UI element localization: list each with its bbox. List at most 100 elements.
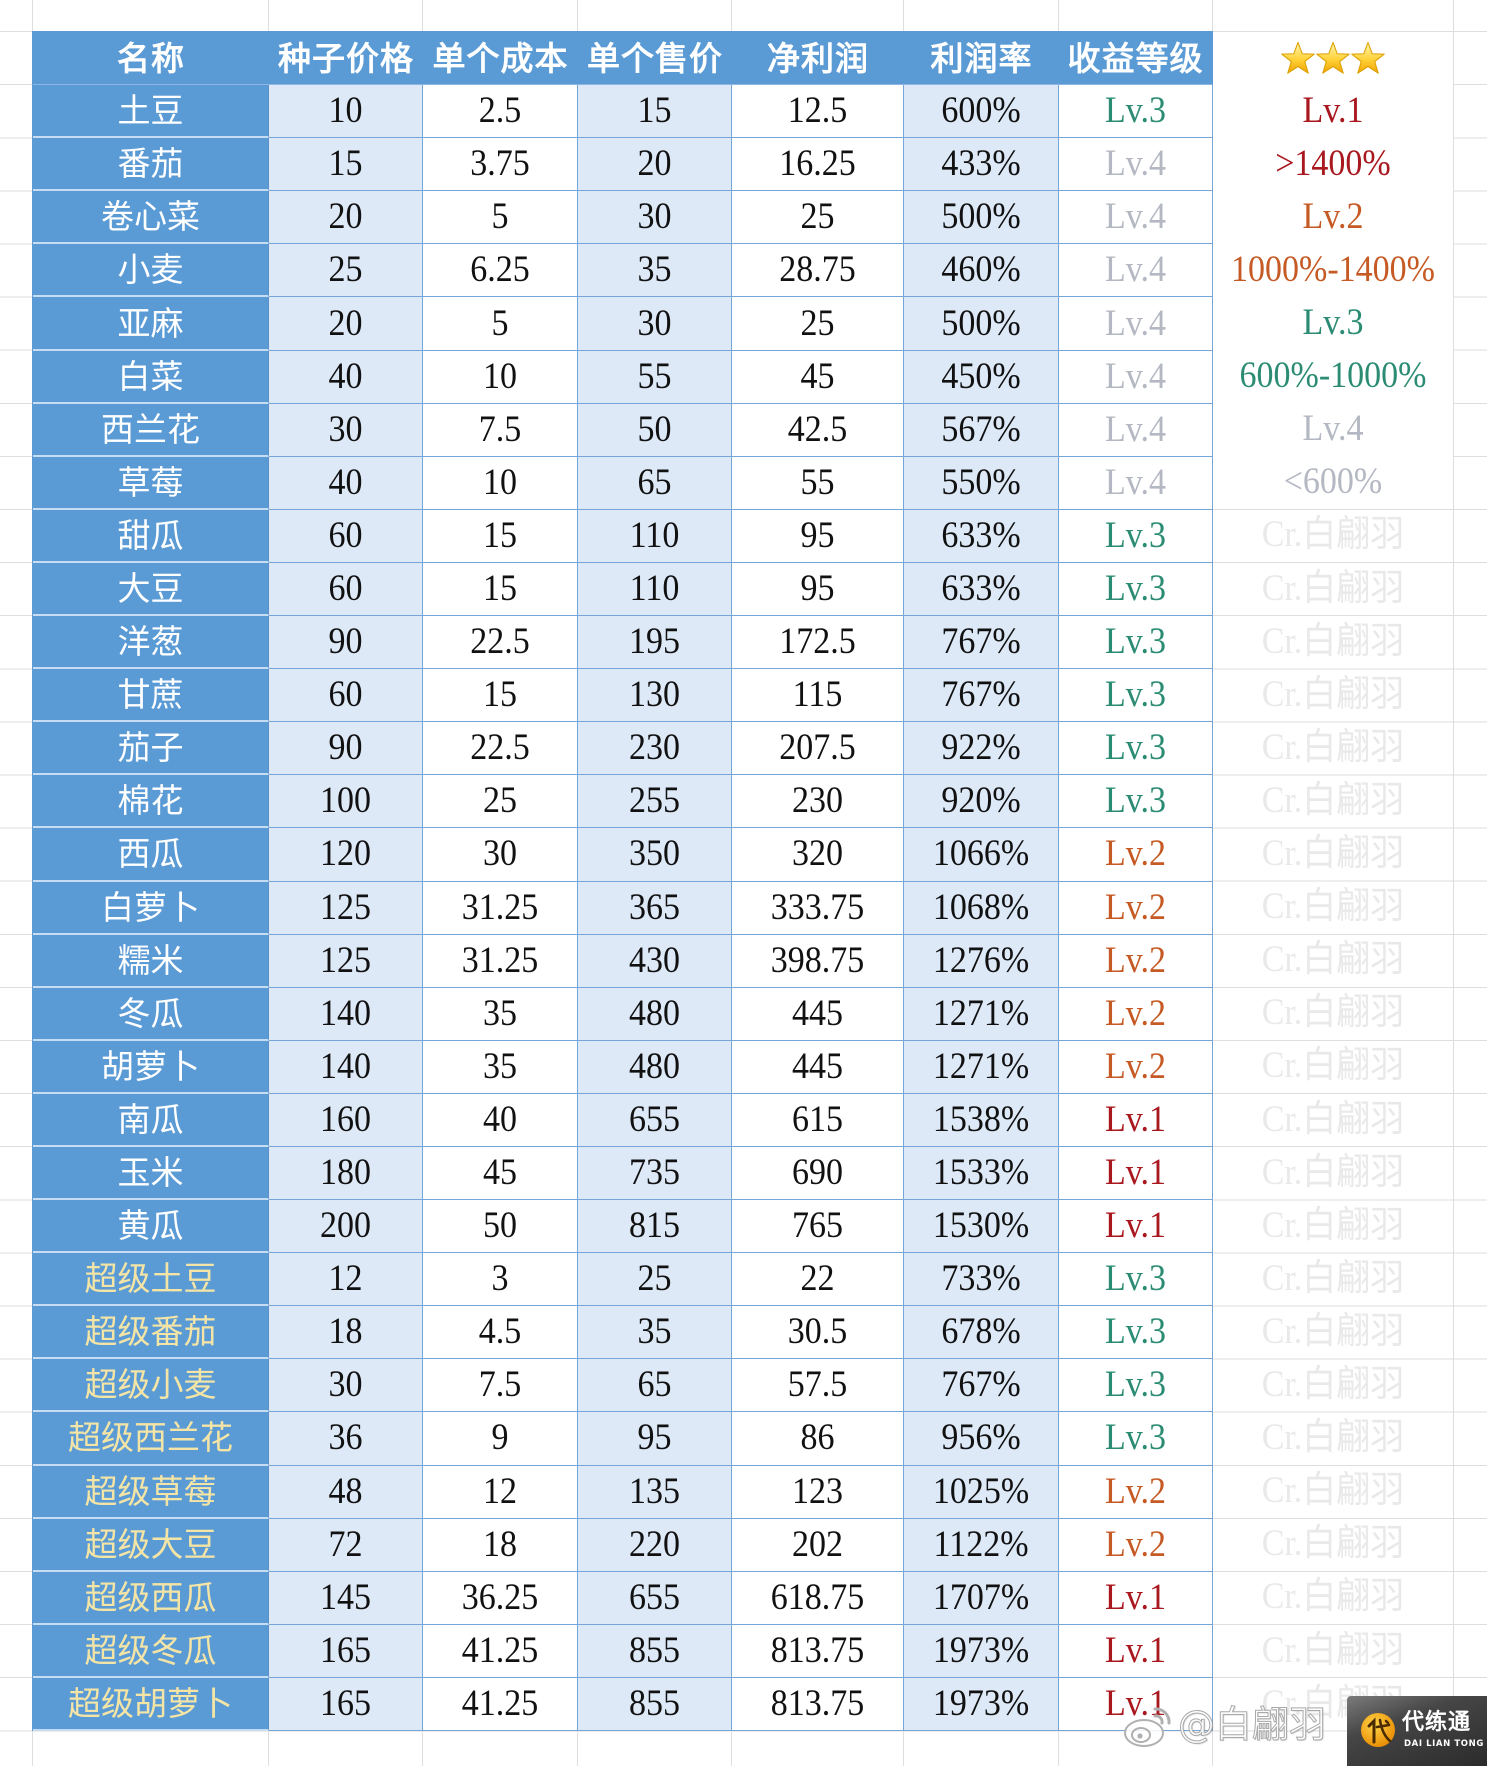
credit-watermark-cell[interactable]: Cr.白翩羽: [1213, 1093, 1453, 1146]
legend-item[interactable]: >1400%: [1213, 137, 1453, 190]
unit-price-cell[interactable]: 50: [578, 403, 732, 457]
level-cell[interactable]: Lv.4: [1059, 138, 1213, 192]
seed-price-cell[interactable]: 30: [269, 403, 423, 457]
profit-rate-cell[interactable]: 600%: [904, 85, 1059, 139]
unit-price-cell[interactable]: 55: [578, 350, 732, 404]
seed-price-cell[interactable]: 165: [269, 1677, 423, 1731]
unit-cost-cell[interactable]: 41.25: [423, 1624, 578, 1678]
seed-price-cell[interactable]: 20: [269, 191, 423, 245]
level-cell[interactable]: Lv.2: [1059, 987, 1213, 1041]
net-profit-cell[interactable]: 615: [732, 1093, 904, 1147]
name-cell[interactable]: 番茄: [33, 138, 269, 192]
unit-cost-cell[interactable]: 15: [423, 562, 578, 617]
level-cell[interactable]: Lv.3: [1059, 669, 1213, 723]
seed-price-cell[interactable]: 36: [269, 1412, 423, 1466]
header-profit-rate[interactable]: 利润率: [904, 32, 1059, 86]
level-cell[interactable]: Lv.1: [1059, 1571, 1213, 1625]
name-cell[interactable]: 白萝卜: [33, 881, 269, 935]
unit-price-cell[interactable]: 655: [578, 1093, 732, 1147]
legend-item[interactable]: 1000%-1400%: [1213, 243, 1453, 296]
unit-price-cell[interactable]: 30: [578, 191, 732, 245]
unit-cost-cell[interactable]: 18: [423, 1518, 578, 1572]
seed-price-cell[interactable]: 20: [269, 297, 423, 351]
unit-cost-cell[interactable]: 35: [423, 1040, 578, 1094]
name-cell[interactable]: 超级大豆: [33, 1518, 269, 1572]
credit-watermark-cell[interactable]: Cr.白翩羽: [1213, 1465, 1453, 1518]
legend-item[interactable]: Lv.4: [1213, 403, 1453, 456]
name-cell[interactable]: 冬瓜: [33, 987, 269, 1041]
unit-price-cell[interactable]: 195: [578, 616, 732, 670]
level-cell[interactable]: Lv.1: [1059, 1677, 1213, 1731]
net-profit-cell[interactable]: 813.75: [732, 1624, 904, 1678]
unit-price-cell[interactable]: 480: [578, 1040, 732, 1094]
unit-price-cell[interactable]: 25: [578, 1253, 732, 1307]
net-profit-cell[interactable]: 123: [732, 1465, 904, 1519]
seed-price-cell[interactable]: 145: [269, 1571, 423, 1625]
credit-watermark-cell[interactable]: Cr.白翩羽: [1213, 562, 1453, 615]
name-cell[interactable]: 胡萝卜: [33, 1040, 269, 1094]
unit-cost-cell[interactable]: 31.25: [423, 881, 578, 935]
profit-rate-cell[interactable]: 1066%: [904, 828, 1059, 882]
profit-rate-cell[interactable]: 1533%: [904, 1146, 1059, 1201]
net-profit-cell[interactable]: 86: [732, 1412, 904, 1466]
name-cell[interactable]: 棉花: [33, 775, 269, 829]
seed-price-cell[interactable]: 200: [269, 1200, 423, 1254]
legend-item[interactable]: Lv.1: [1213, 84, 1453, 137]
net-profit-cell[interactable]: 25: [732, 297, 904, 351]
seed-price-cell[interactable]: 30: [269, 1359, 423, 1413]
seed-price-cell[interactable]: 160: [269, 1093, 423, 1147]
net-profit-cell[interactable]: 95: [732, 562, 904, 617]
seed-price-cell[interactable]: 10: [269, 85, 423, 139]
seed-price-cell[interactable]: 165: [269, 1624, 423, 1678]
name-cell[interactable]: 卷心菜: [33, 191, 269, 245]
level-cell[interactable]: Lv.1: [1059, 1624, 1213, 1678]
unit-cost-cell[interactable]: 41.25: [423, 1677, 578, 1731]
credit-watermark-cell[interactable]: Cr.白翩羽: [1213, 615, 1453, 668]
profit-rate-cell[interactable]: 1068%: [904, 881, 1059, 935]
unit-price-cell[interactable]: 655: [578, 1571, 732, 1625]
unit-cost-cell[interactable]: 2.5: [423, 85, 578, 139]
level-cell[interactable]: Lv.3: [1059, 1253, 1213, 1307]
name-cell[interactable]: 超级西兰花: [33, 1412, 269, 1466]
seed-price-cell[interactable]: 25: [269, 244, 423, 298]
name-cell[interactable]: 超级胡萝卜: [33, 1677, 269, 1731]
profit-rate-cell[interactable]: 1538%: [904, 1093, 1059, 1147]
credit-watermark-cell[interactable]: Cr.白翩羽: [1213, 1146, 1453, 1199]
seed-price-cell[interactable]: 60: [269, 669, 423, 723]
header-net-profit[interactable]: 净利润: [732, 32, 904, 86]
credit-watermark-cell[interactable]: Cr.白翩羽: [1213, 1624, 1453, 1677]
credit-watermark-cell[interactable]: Cr.白翩羽: [1213, 828, 1453, 881]
name-cell[interactable]: 亚麻: [33, 297, 269, 351]
unit-price-cell[interactable]: 65: [578, 1359, 732, 1413]
profit-rate-cell[interactable]: 1707%: [904, 1571, 1059, 1625]
name-cell[interactable]: 糯米: [33, 934, 269, 988]
net-profit-cell[interactable]: 172.5: [732, 616, 904, 670]
profit-rate-cell[interactable]: 1530%: [904, 1200, 1059, 1254]
unit-cost-cell[interactable]: 50: [423, 1200, 578, 1254]
unit-cost-cell[interactable]: 40: [423, 1093, 578, 1147]
profit-rate-cell[interactable]: 500%: [904, 297, 1059, 351]
level-cell[interactable]: Lv.2: [1059, 828, 1213, 882]
level-cell[interactable]: Lv.3: [1059, 775, 1213, 829]
level-cell[interactable]: Lv.4: [1059, 350, 1213, 404]
level-cell[interactable]: Lv.2: [1059, 1518, 1213, 1572]
seed-price-cell[interactable]: 15: [269, 138, 423, 192]
net-profit-cell[interactable]: 765: [732, 1200, 904, 1254]
seed-price-cell[interactable]: 100: [269, 775, 423, 829]
seed-price-cell[interactable]: 72: [269, 1518, 423, 1572]
seed-price-cell[interactable]: 120: [269, 828, 423, 882]
unit-cost-cell[interactable]: 22.5: [423, 616, 578, 670]
net-profit-cell[interactable]: 445: [732, 987, 904, 1041]
profit-rate-cell[interactable]: 633%: [904, 562, 1059, 617]
credit-watermark-cell[interactable]: Cr.白翩羽: [1213, 1359, 1453, 1412]
level-cell[interactable]: Lv.1: [1059, 1093, 1213, 1147]
seed-price-cell[interactable]: 12: [269, 1253, 423, 1307]
level-cell[interactable]: Lv.2: [1059, 934, 1213, 988]
unit-price-cell[interactable]: 350: [578, 828, 732, 882]
seed-price-cell[interactable]: 90: [269, 616, 423, 670]
level-cell[interactable]: Lv.2: [1059, 1465, 1213, 1519]
credit-watermark-cell[interactable]: Cr.白翩羽: [1213, 1518, 1453, 1571]
net-profit-cell[interactable]: 618.75: [732, 1571, 904, 1625]
name-cell[interactable]: 超级小麦: [33, 1359, 269, 1413]
profit-rate-cell[interactable]: 1122%: [904, 1518, 1059, 1572]
